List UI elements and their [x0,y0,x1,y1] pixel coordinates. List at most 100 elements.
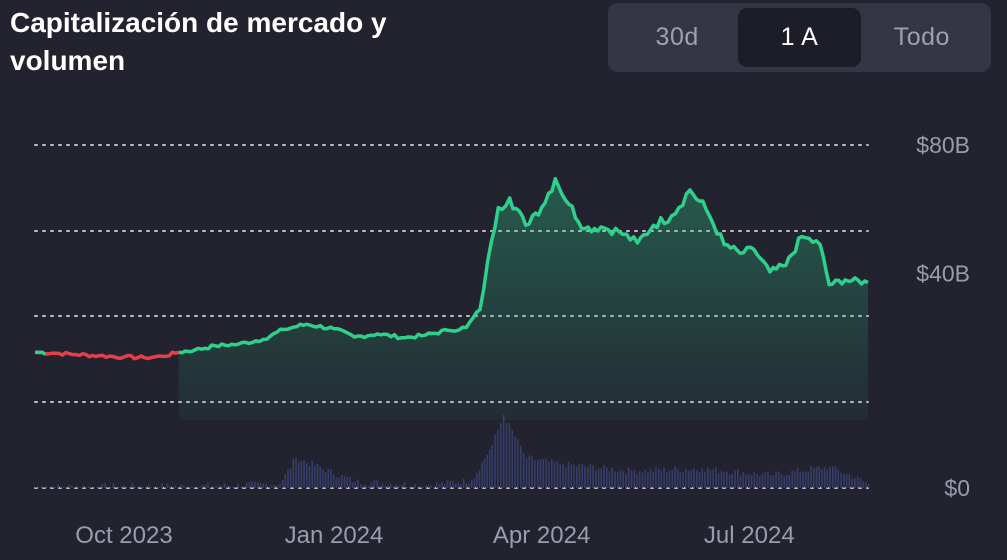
volume-bar [715,467,717,488]
x-tick-label: Apr 2024 [493,522,590,549]
volume-bar [578,464,581,488]
volume-bar [185,487,188,488]
volume-bar [232,486,234,488]
volume-bar [525,457,528,488]
volume-bar [497,429,499,488]
volume-bar [709,469,712,488]
volume-bar [810,466,812,488]
volume-bar [756,473,758,488]
volume-bar [245,483,248,488]
tab-1-year[interactable]: 1 A [738,8,861,67]
volume-bar [406,486,408,488]
volume-bar [207,482,209,488]
volume-bar [862,481,865,488]
volume-bar [182,485,185,488]
volume-bar [542,458,545,488]
volume-bar [679,472,682,488]
volume-bar [204,484,207,488]
volume-bar [403,482,406,488]
volume-bar [131,483,134,488]
tab-all[interactable]: Todo [893,23,950,51]
market-cap-line-start [34,350,47,356]
volume-bar [536,459,539,488]
volume-bar [567,461,570,488]
volume-bar [438,484,441,488]
volume-bar [460,484,462,488]
volume-bar [775,471,777,488]
volume-bar [284,473,287,488]
volume-bar [303,460,305,488]
volume-bar [65,487,68,488]
volume-bar [488,449,491,488]
volume-bar [807,472,810,488]
volume-bar [73,487,76,488]
volume-bar [742,472,745,488]
volume-bar [62,487,65,488]
volume-bar [636,473,638,488]
volume-bar [452,481,454,488]
volume-bar [772,475,775,488]
volume-bar [630,470,633,488]
volume-bar [802,471,804,488]
volume-bar [338,477,340,488]
volume-bar [505,422,508,488]
tab-30d[interactable]: 30d [655,23,699,51]
volume-bar [671,470,674,488]
volume-bar [815,466,818,488]
volume-bar [813,468,815,488]
volume-bar [76,486,79,488]
volume-bar [51,486,54,488]
volume-bar [262,483,265,488]
volume-bar [139,486,142,488]
volume-bar [259,482,262,488]
volume-bar [43,487,45,488]
volume-bar [220,486,223,488]
volume-bar [676,468,679,488]
volume-bar [311,461,313,488]
volume-bar [115,487,117,488]
volume-bar [701,468,703,488]
volume-bar [734,470,736,488]
volume-bar [622,471,624,488]
volume-bar [147,484,150,488]
volume-bar [508,422,511,488]
volume-bar [109,487,112,488]
volume-bar [172,487,174,488]
volume-bar [745,474,747,488]
volume-bar [384,486,386,488]
volume-bar [346,477,348,488]
volume-bar [619,469,622,488]
volume-bar [731,474,734,488]
volume-bar [748,474,750,488]
volume-bar [486,454,488,488]
volume-bar [856,476,859,488]
volume-bar [649,468,652,488]
volume-bar [457,482,460,488]
volume-bar [251,481,253,488]
volume-bar [581,464,583,488]
volume-bar [427,485,430,488]
volume-bar [559,464,561,488]
volume-bar [436,482,438,488]
volume-bar [614,471,616,488]
volume-bar [226,485,228,488]
volume-bar [243,486,245,488]
volume-bar [215,485,217,488]
volume-bar [551,459,553,488]
volume-bar [696,470,698,488]
volume-bar [395,484,397,488]
volume-bar [295,457,297,488]
volume-bar [248,482,251,488]
volume-bar [517,439,519,488]
volume-bar [600,468,603,488]
volume-bar [368,485,370,488]
volume-bar [758,475,761,488]
volume-bar [726,471,728,488]
volume-bar [71,485,73,488]
volume-bar [174,485,177,488]
volume-bar [545,458,547,488]
volume-bar [837,469,840,488]
volume-bar [400,485,403,488]
volume-bar [531,456,533,488]
volume-bar [117,487,120,488]
